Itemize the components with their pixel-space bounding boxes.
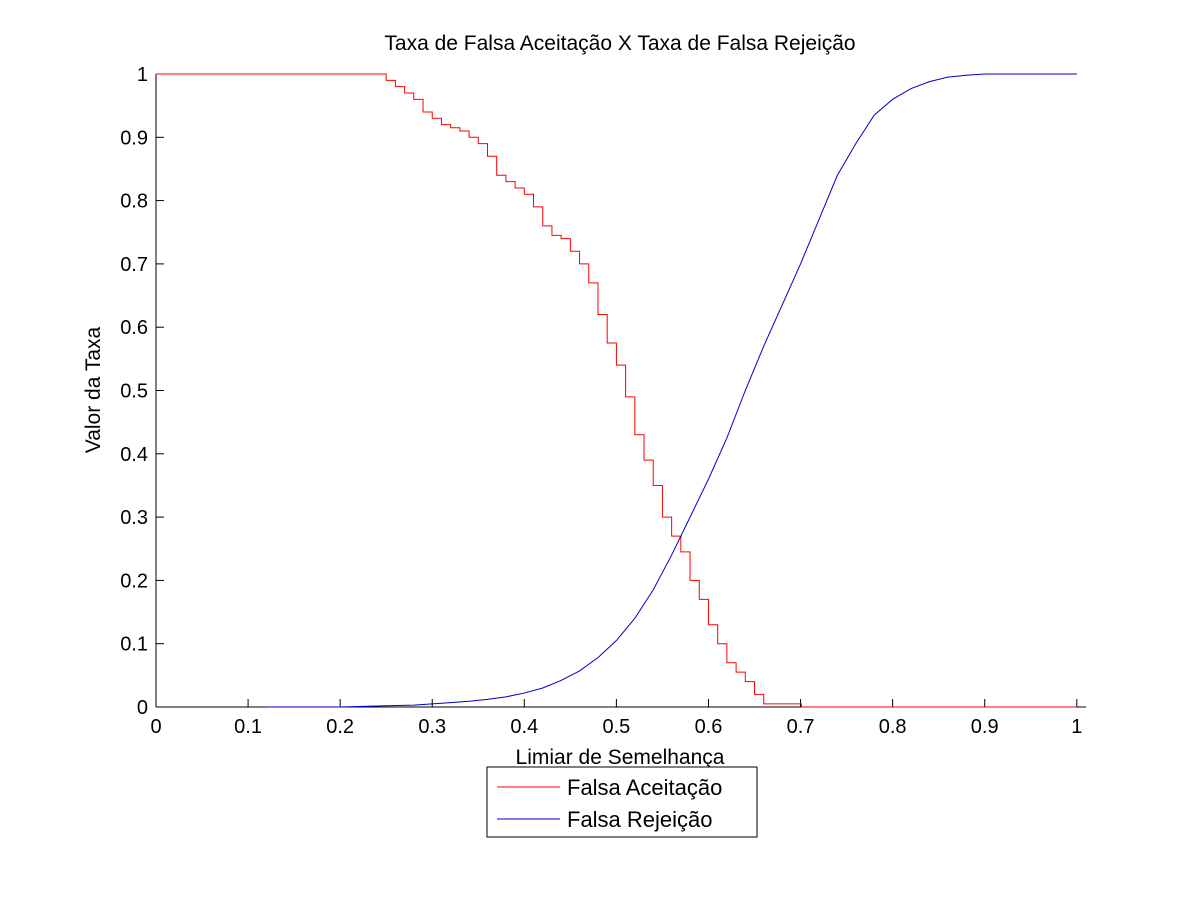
legend-box: [486, 766, 758, 838]
x-tick-label: 0.4: [510, 716, 538, 738]
x-tick-label: 0.6: [695, 716, 723, 738]
y-tick-label: 0.9: [120, 127, 148, 149]
y-tick-label: 0.1: [120, 634, 148, 656]
y-tick-label: 0.2: [120, 570, 148, 592]
series-line-falsa-rejeicao: [266, 73, 1077, 708]
x-tick-label: 0: [150, 716, 161, 738]
legend: Falsa Aceitação Falsa Rejeição: [486, 766, 758, 838]
x-tick-label: 0.9: [971, 716, 999, 738]
legend-label-falsa-aceitacao: Falsa Aceitação: [567, 775, 722, 800]
legend-label-falsa-rejeicao: Falsa Rejeição: [567, 807, 713, 832]
chart-title: Taxa de Falsa Aceitação X Taxa de Falsa …: [384, 32, 855, 55]
y-tick-label: 0.5: [120, 381, 148, 403]
x-tick-label: 0.8: [879, 716, 907, 738]
x-axis-label: Limiar de Semelhança: [516, 746, 725, 769]
y-tick-label: 0.3: [120, 507, 148, 529]
x-tick-label: 0.1: [234, 716, 262, 738]
y-axis-label: Valor da Taxa: [82, 326, 105, 453]
y-tick-label: 0.4: [120, 444, 148, 466]
x-tick-label: 0.5: [602, 716, 630, 738]
x-tick-label: 0.3: [418, 716, 446, 738]
y-tick-label: 0.6: [120, 317, 148, 339]
series-line-falsa-aceitacao: [156, 73, 1077, 708]
x-tick-label: 0.2: [326, 716, 354, 738]
y-tick-label: 0.7: [120, 254, 148, 276]
x-tick-label: 1: [1071, 716, 1082, 738]
y-tick-label: 0.8: [120, 191, 148, 213]
y-tick-label: 0: [137, 697, 148, 719]
y-tick-label: 1: [137, 64, 148, 86]
plot-area: 0 0.1 0.2 0.3 0.4 0.5 0.6 0.7 0.8 0.9 1 0 0.1 0.2 0.3 0…: [120, 64, 1086, 738]
x-tick-label: 0.7: [787, 716, 815, 738]
